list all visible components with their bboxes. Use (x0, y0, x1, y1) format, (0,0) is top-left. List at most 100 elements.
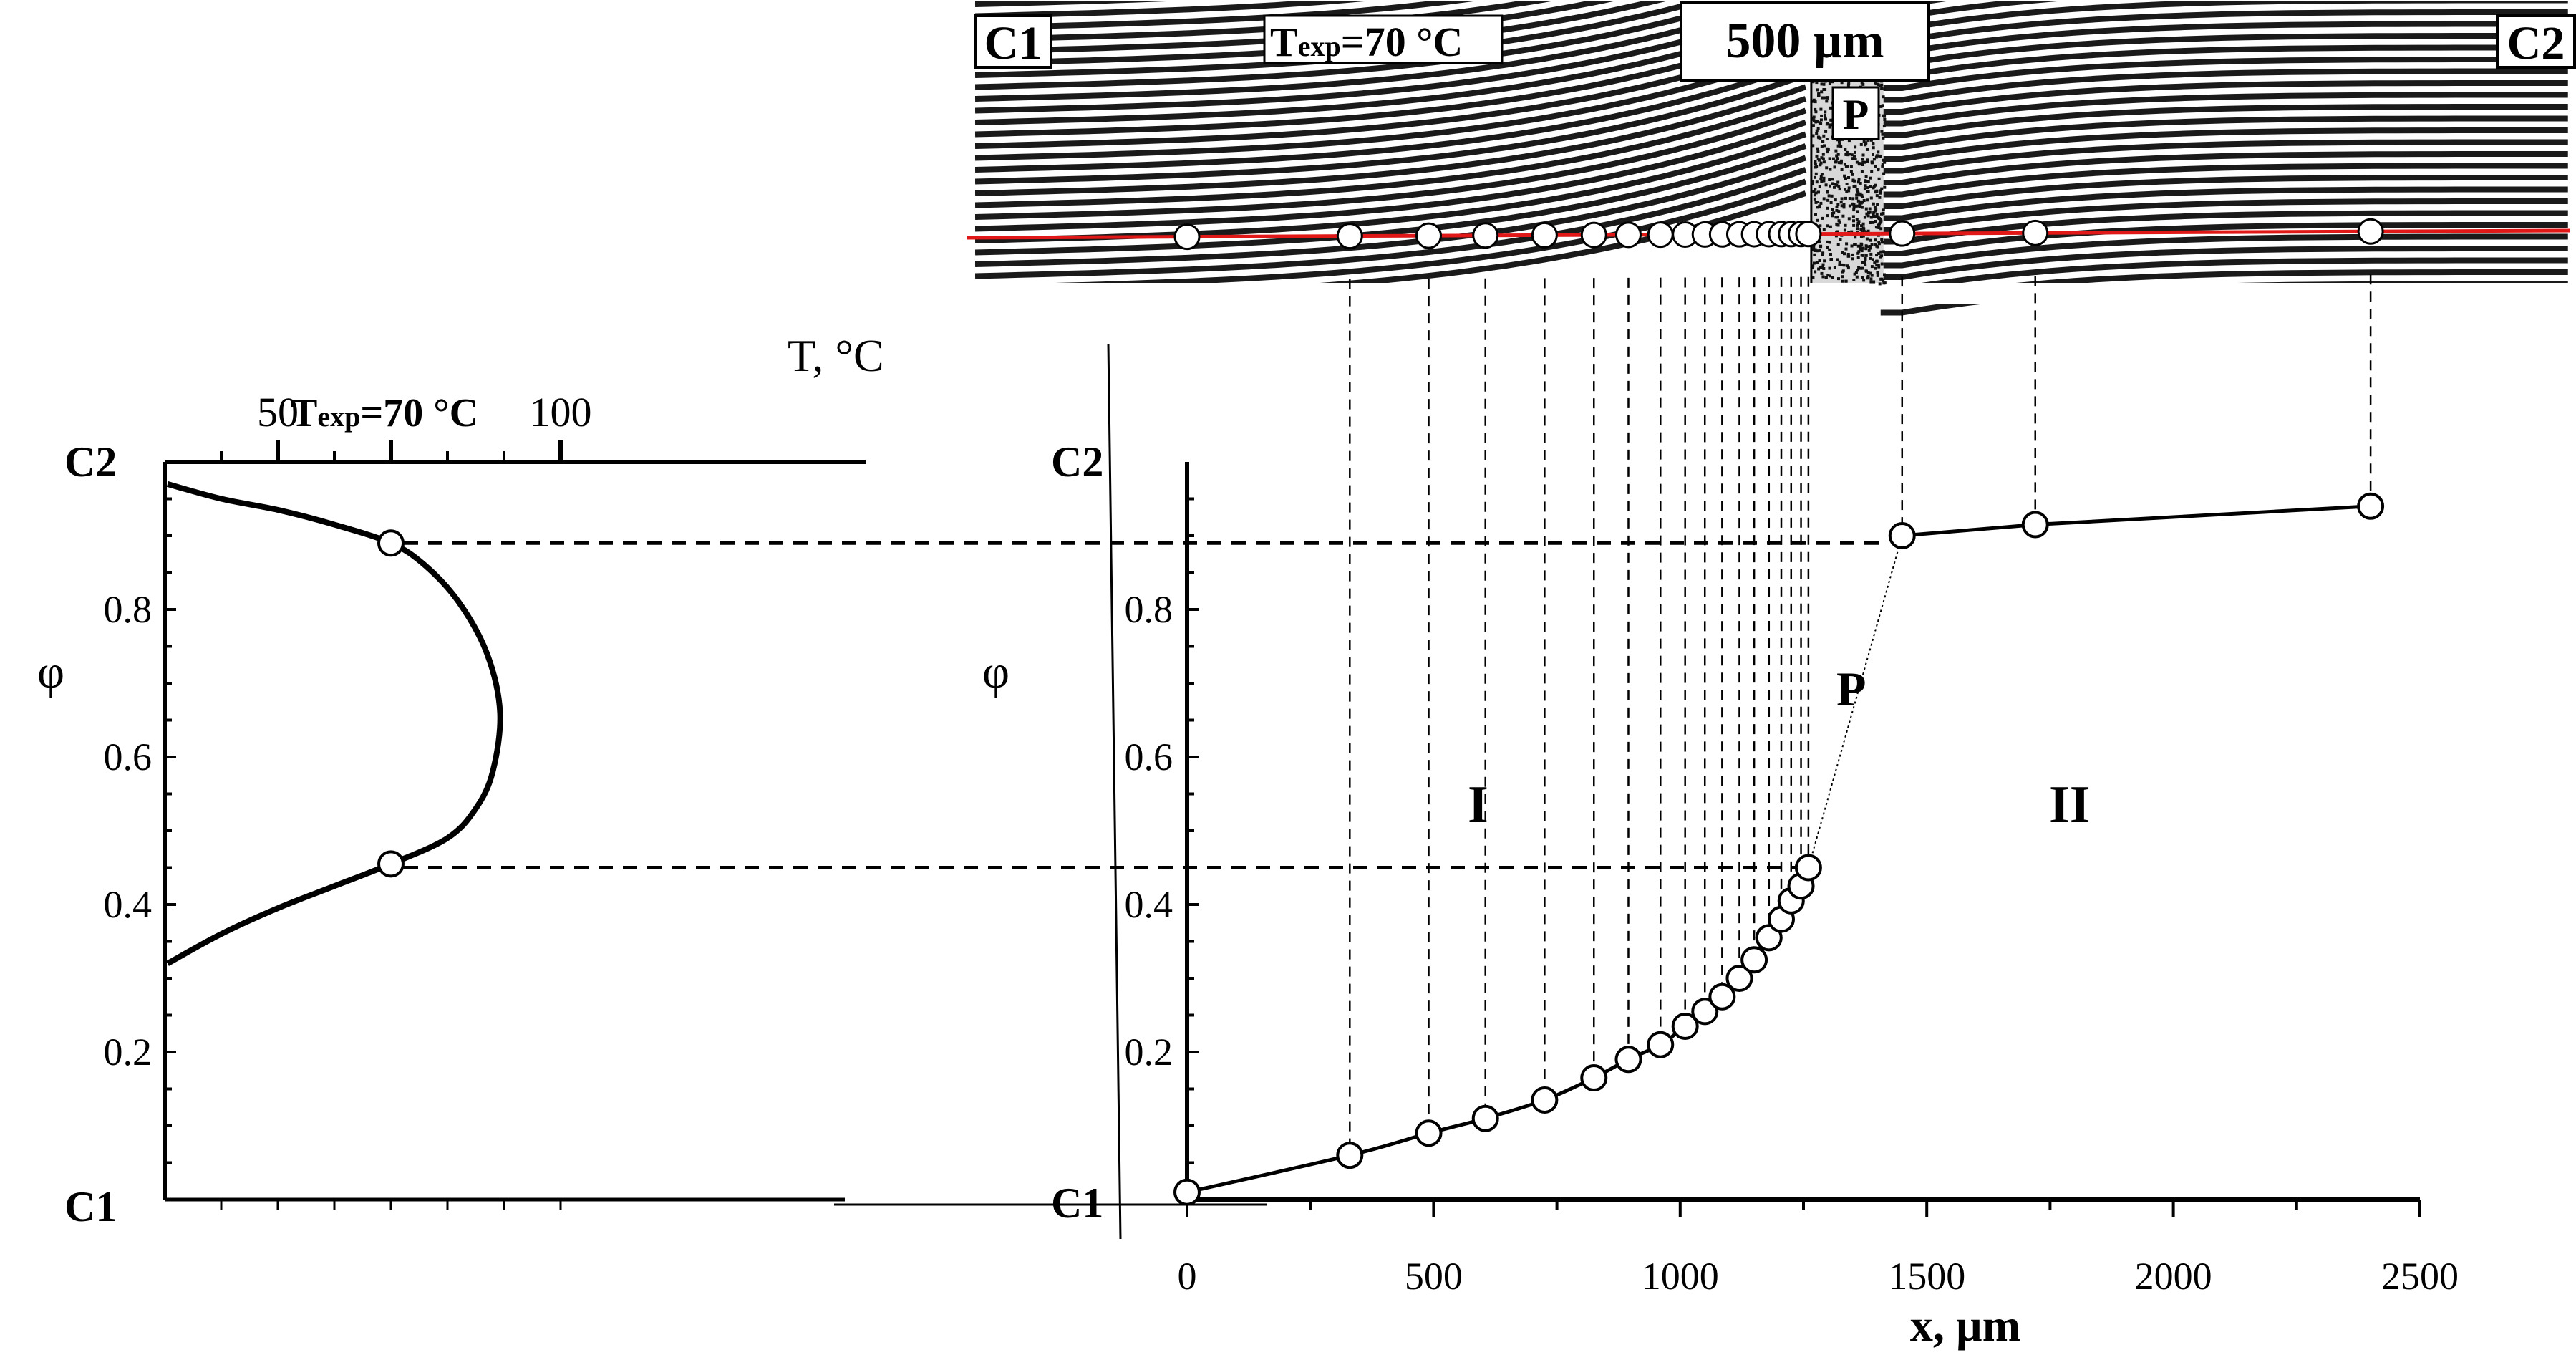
noise-dot (1879, 84, 1882, 87)
noise-dot (1845, 150, 1849, 154)
noise-dot (1854, 236, 1857, 239)
noise-dot (1879, 219, 1883, 223)
noise-dot (1828, 241, 1831, 244)
noise-dot (1866, 148, 1869, 151)
fringe-right (1880, 151, 2568, 185)
noise-dot (1841, 214, 1845, 218)
micrograph-scale-bar: 500 µm (1680, 1, 1930, 82)
micrograph-points (1173, 218, 2384, 251)
noise-dot (1812, 190, 1816, 193)
micrograph-point (1580, 221, 1607, 249)
noise-dot (1880, 130, 1884, 133)
fringe-left (974, 167, 1807, 279)
noise-dot (1851, 157, 1854, 160)
noise-dot (1883, 273, 1886, 276)
noise-dot (1820, 156, 1824, 160)
noise-dot (1836, 157, 1839, 160)
noise-dot (1820, 145, 1824, 148)
micrograph-point (1472, 222, 1499, 249)
noise-dot (1864, 207, 1868, 211)
noise-dot (1866, 271, 1870, 274)
fringe-left (974, 0, 1484, 31)
noise-dot (1872, 146, 1875, 150)
noise-dot (1841, 270, 1844, 274)
fringe-right (1880, 246, 2568, 280)
noise-dot (1868, 207, 1872, 211)
noise-dot (1845, 183, 1849, 185)
noise-dot (1877, 82, 1880, 86)
noise-dot (1817, 92, 1821, 95)
profile-x-tick-label: 500 (1405, 1255, 1463, 1298)
noise-dot (1870, 274, 1874, 277)
noise-dot (1842, 203, 1846, 206)
noise-dot (1819, 175, 1823, 178)
fringe-right (1880, 163, 2568, 198)
noise-dot (1837, 277, 1840, 281)
fringe-right (1880, 233, 2568, 269)
noise-dot (1847, 186, 1851, 190)
noise-dot (1847, 82, 1851, 85)
noise-dot (1813, 193, 1816, 197)
noise-dot (1866, 190, 1870, 193)
noise-dot (1839, 238, 1842, 241)
noise-dot (1866, 180, 1870, 183)
noise-dot (1829, 168, 1832, 171)
noise-dot (1880, 254, 1883, 258)
noise-dot (1879, 191, 1882, 195)
noise-dot (1834, 183, 1837, 186)
noise-dot (1875, 254, 1878, 257)
noise-dot (1866, 198, 1869, 202)
noise-dot (1873, 206, 1877, 209)
noise-dot (1837, 140, 1841, 144)
noise-dot (1883, 160, 1887, 164)
noise-dot (1877, 216, 1880, 220)
noise-dot (1821, 157, 1825, 160)
micrograph-point (1647, 221, 1674, 249)
fringe-left (974, 37, 1807, 149)
noise-dot (1846, 83, 1850, 87)
noise-dot (1836, 223, 1840, 227)
fringe-right (1880, 57, 2568, 91)
noise-dot (1850, 244, 1854, 248)
noise-dot (1866, 160, 1869, 163)
micrograph-point (1336, 223, 1363, 250)
fringe-right (1880, 68, 2568, 103)
profile-x-tick-label: 0 (1178, 1255, 1197, 1298)
phase-x-tick-label: 50 (257, 389, 299, 435)
micrograph-point (2357, 218, 2384, 245)
micrograph-label-temp: Texp=70 °C (1263, 14, 1504, 65)
noise-dot (1853, 272, 1856, 276)
noise-dot (1855, 196, 1859, 200)
profile-points (1173, 492, 2385, 1206)
profile-point (1531, 1086, 1559, 1114)
noise-dot (1856, 199, 1860, 203)
noise-dot (1837, 219, 1841, 223)
noise-dot (1864, 254, 1868, 257)
noise-dot (1814, 188, 1817, 191)
noise-dot (1840, 168, 1844, 171)
noise-dot (1869, 280, 1873, 284)
noise-dot (1839, 201, 1843, 204)
noise-dot (1854, 150, 1856, 154)
noise-dot (1867, 211, 1870, 215)
noise-dot (1872, 221, 1875, 224)
noise-dot (1826, 206, 1829, 210)
noise-dot (1832, 211, 1836, 215)
noise-dot (1873, 209, 1877, 213)
noise-dot (1846, 153, 1850, 157)
profile-y-tick-label: 0.4 (1125, 883, 1173, 926)
profile-point (2357, 492, 2385, 520)
noise-dot (1844, 148, 1847, 151)
noise-dot (1869, 238, 1872, 242)
noise-dot (1883, 185, 1887, 189)
strip-mask-left (959, 0, 975, 286)
noise-dot (1817, 158, 1821, 162)
profile-c1-label: C1 (1051, 1180, 1103, 1227)
noise-dot (1870, 243, 1874, 246)
noise-dot (1826, 214, 1829, 218)
binodal-curve (166, 481, 503, 966)
fringe-right (1880, 21, 2568, 56)
noise-dot (1850, 230, 1854, 233)
micrograph-point (1889, 220, 1916, 247)
